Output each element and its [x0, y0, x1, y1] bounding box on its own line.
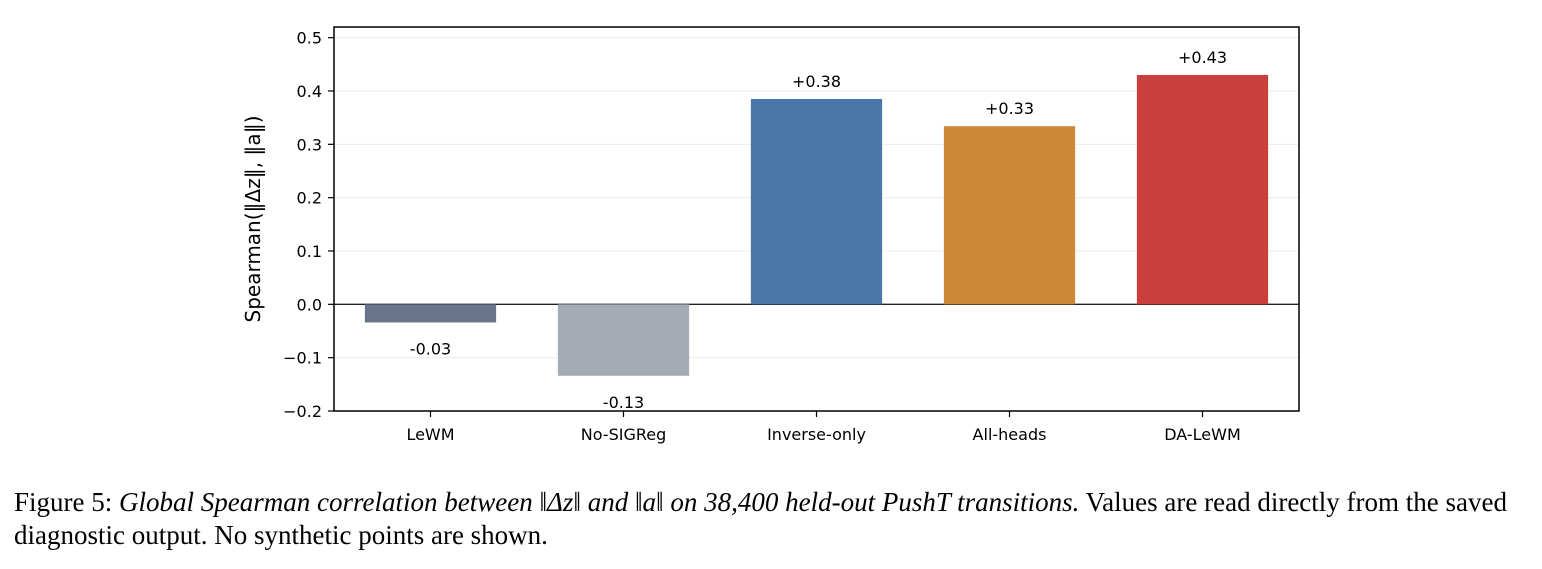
caption-italic-text: Global Spearman correlation between ‖Δz‖… [119, 487, 1080, 517]
bar [557, 304, 690, 376]
y-tick-label: −0.1 [283, 349, 322, 368]
x-tick-label: DA-LeWM [1164, 425, 1241, 444]
caption-label: Figure 5: [14, 487, 113, 517]
y-tick-label: −0.2 [283, 402, 322, 421]
y-axis-label: Spearman(‖Δz‖, ‖a‖) [241, 116, 265, 323]
bar-value-labels: -0.03 -0.13 +0.38 +0.33 +0.43 [410, 48, 1227, 412]
y-tick-label: 0.4 [297, 82, 322, 101]
bar [364, 304, 497, 323]
x-tick-label: LeWM [406, 425, 454, 444]
caption-text: Values are read directly from the saved … [14, 487, 1507, 550]
y-tick-label: 0.5 [297, 29, 322, 48]
y-tick-label: 0.1 [297, 242, 322, 261]
bar-value-label: +0.43 [1178, 48, 1227, 67]
bar-value-label: +0.33 [985, 99, 1034, 118]
bar [943, 126, 1076, 305]
figure-caption: Figure 5: Global Spearman correlation be… [14, 486, 1530, 552]
bar-chart: -0.03 -0.13 +0.38 +0.33 +0.43 −0.2 −0.1 0.0 0.1… [241, 26, 1300, 444]
x-tick-label: All-heads [973, 425, 1047, 444]
x-axis-ticks: LeWM No-SIGReg Inverse-only All-heads DA-LeW… [406, 411, 1241, 444]
bar [1136, 75, 1269, 305]
y-tick-label: 0.2 [297, 189, 322, 208]
plot-frame [333, 26, 1300, 412]
y-tick-label: 0.0 [297, 295, 322, 314]
bar-value-label: -0.03 [410, 339, 451, 358]
bar-value-label: +0.38 [792, 72, 841, 91]
bar [750, 99, 883, 305]
y-tick-label: 0.3 [297, 135, 322, 154]
x-tick-label: No-SIGReg [581, 425, 667, 444]
bars [364, 75, 1269, 376]
bar-value-label: -0.13 [603, 393, 644, 412]
y-axis-ticks: −0.2 −0.1 0.0 0.1 0.2 0.3 0.4 0.5 [283, 29, 334, 421]
x-tick-label: Inverse-only [767, 425, 866, 444]
